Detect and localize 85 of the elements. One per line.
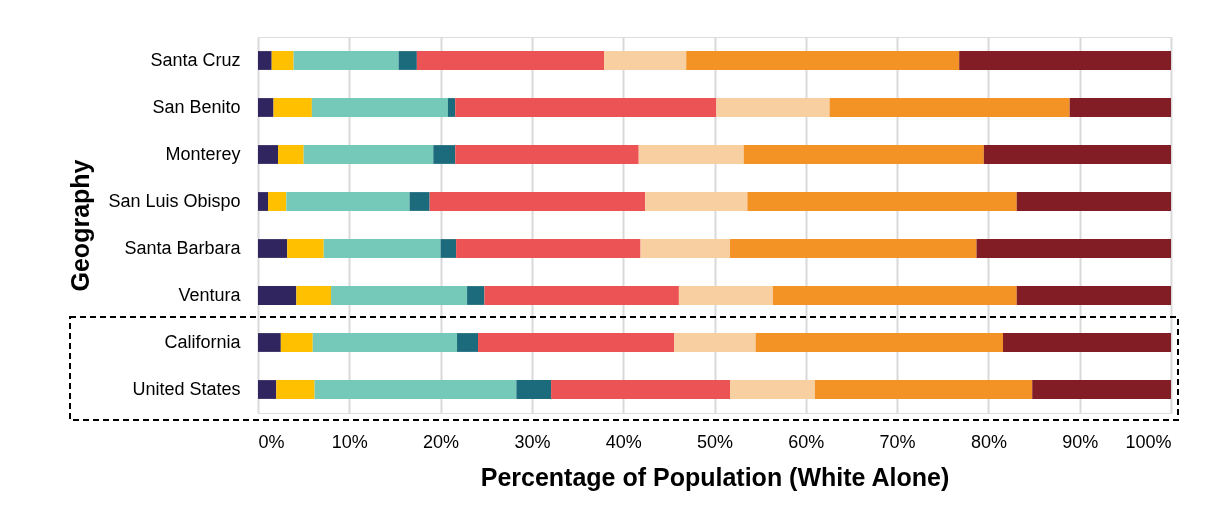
bar	[258, 145, 279, 164]
bar	[743, 145, 984, 164]
bar	[814, 380, 1033, 399]
bar	[638, 145, 744, 164]
x-tick-label: 40%	[605, 431, 642, 452]
bar	[312, 333, 458, 352]
bar	[314, 380, 517, 399]
bar	[1003, 333, 1171, 352]
bar	[478, 333, 675, 352]
bar	[455, 145, 639, 164]
bar	[271, 51, 294, 70]
x-tick-label: 10%	[331, 431, 368, 452]
y-tick-label: California	[164, 331, 242, 352]
bar	[303, 145, 434, 164]
y-tick-label: San Benito	[152, 96, 241, 117]
x-tick-label: 90%	[1062, 431, 1099, 452]
bar	[331, 286, 468, 305]
bar	[258, 239, 288, 258]
bar	[645, 192, 748, 211]
bar	[983, 145, 1171, 164]
bar	[311, 98, 448, 117]
x-tick-label: 80%	[970, 431, 1007, 452]
y-axis-title: Geography	[66, 159, 95, 292]
x-tick-label: 70%	[879, 431, 916, 452]
bar	[730, 239, 977, 258]
bar	[455, 98, 717, 117]
bar	[747, 192, 1017, 211]
bar	[276, 380, 315, 399]
bar	[293, 51, 399, 70]
bar	[440, 239, 457, 258]
x-tick-label: 0%	[258, 431, 285, 452]
bar	[258, 192, 269, 211]
bar	[457, 333, 479, 352]
bar	[258, 51, 272, 70]
x-tick-label: 60%	[788, 431, 825, 452]
bar	[456, 239, 641, 258]
bar	[755, 333, 1004, 352]
bar	[398, 51, 417, 70]
bar	[258, 286, 297, 305]
bar	[829, 98, 1070, 117]
bar	[286, 192, 410, 211]
y-tick-label: United States	[132, 378, 241, 399]
bar	[433, 145, 456, 164]
x-tick-label: 30%	[514, 431, 551, 452]
bar	[258, 333, 281, 352]
bar	[686, 51, 960, 70]
bar	[409, 192, 430, 211]
bar	[604, 51, 687, 70]
bar	[278, 145, 304, 164]
x-tick-label: 50%	[696, 431, 734, 452]
bar	[976, 239, 1171, 258]
bar	[551, 380, 731, 399]
bar	[323, 239, 441, 258]
bar	[447, 98, 456, 117]
x-tick-label: 20%	[423, 431, 460, 452]
bar	[258, 380, 277, 399]
bar	[1069, 98, 1171, 117]
bar	[296, 286, 332, 305]
y-tick-label: Ventura	[178, 284, 242, 305]
bar	[959, 51, 1171, 70]
bar	[772, 286, 1017, 305]
bar	[674, 333, 756, 352]
y-tick-label: Santa Barbara	[124, 237, 242, 258]
bar	[1016, 192, 1171, 211]
x-axis-title: Percentage of Population (White Alone)	[480, 462, 950, 491]
bar	[1032, 380, 1171, 399]
bar	[484, 286, 679, 305]
bar	[1016, 286, 1171, 305]
y-tick-label: Monterey	[165, 143, 241, 164]
bar	[280, 333, 313, 352]
bar	[268, 192, 287, 211]
y-tick-label: Santa Cruz	[150, 49, 241, 70]
bar	[516, 380, 552, 399]
x-tick-label: 100%	[1125, 431, 1172, 452]
bar	[273, 98, 312, 117]
bar	[287, 239, 324, 258]
y-tick-label: San Luis Obispo	[108, 190, 241, 211]
bar	[416, 51, 605, 70]
bar	[716, 98, 830, 117]
bar	[730, 380, 815, 399]
bar	[467, 286, 485, 305]
bar	[640, 239, 731, 258]
bar	[678, 286, 773, 305]
bar	[429, 192, 646, 211]
bar	[258, 98, 274, 117]
